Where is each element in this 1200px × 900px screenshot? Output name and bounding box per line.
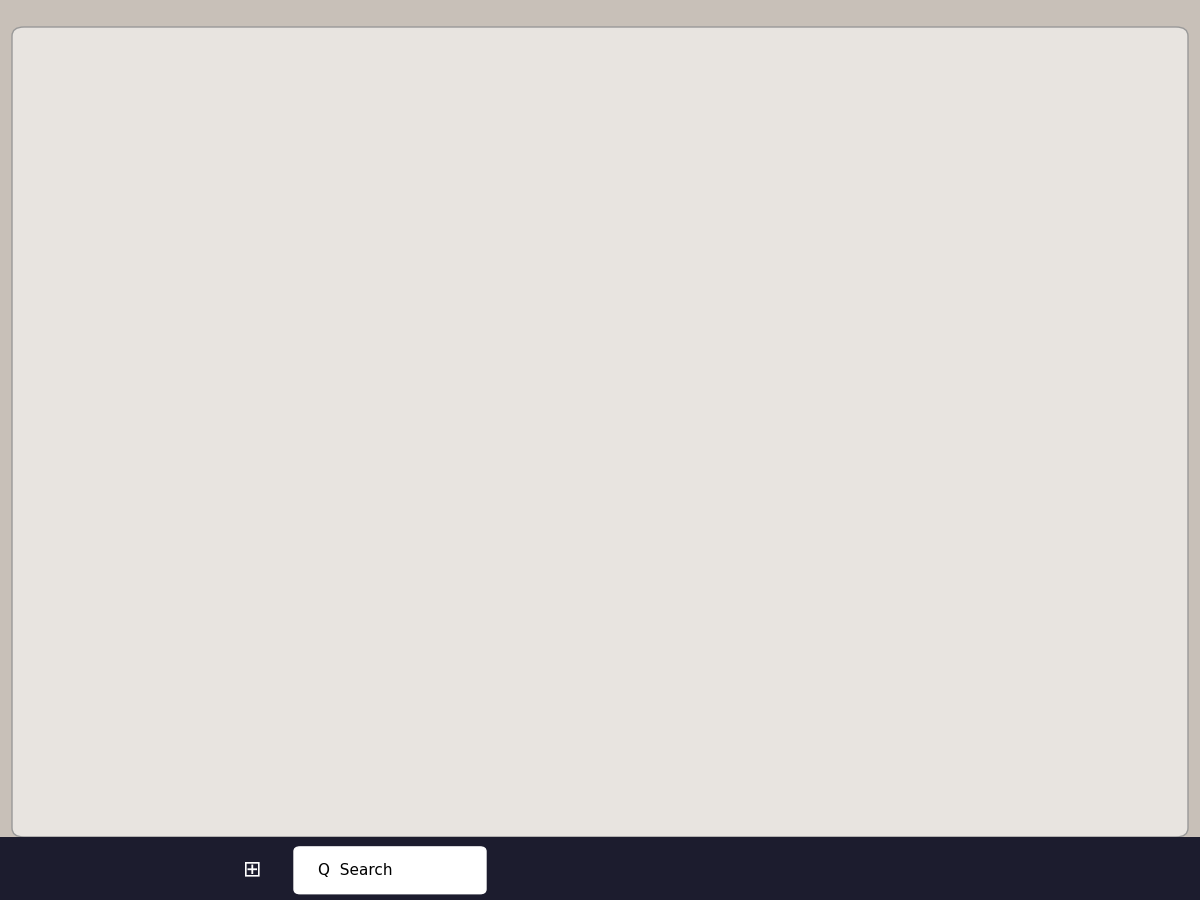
Text: The value of the 3 resistances when connected in star connection is________: The value of the 3 resistances when conn… [197,164,1150,188]
Text: O  2.32ohm,1.22ohm, 4.54ohm: O 2.32ohm,1.22ohm, 4.54ohm [197,621,546,641]
Text: ⊞: ⊞ [242,860,262,880]
Text: 5 ohm: 5 ohm [420,431,481,450]
Text: Q  Search: Q Search [318,863,392,878]
Text: O  ) 3.55ohm, 4.33ohm, 5.67ohm: O ) 3.55ohm, 4.33ohm, 5.67ohm [197,767,569,787]
Text: O  4.53ohm, 6.66ohm, 1.23ohm: O 4.53ohm, 6.66ohm, 1.23ohm [197,718,553,738]
Text: 10 ohm: 10 ohm [425,211,498,230]
Text: O  2.78ohm, 1.67ohm, 0.83ohm: O 2.78ohm, 1.67ohm, 0.83ohm [197,670,553,689]
Text: 3 ohm: 3 ohm [578,431,640,450]
